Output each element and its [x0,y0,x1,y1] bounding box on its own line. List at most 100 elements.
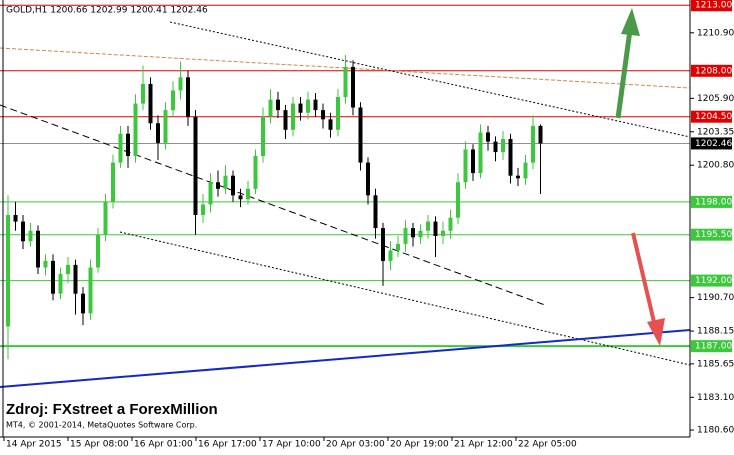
x-tick-label: 15 Apr 08:00 [70,440,129,450]
candle-body [366,162,370,196]
copyright: MT4, © 2001-2014, MetaQuotes Software Co… [6,421,197,430]
candle-body [351,66,355,108]
candle-body [373,195,378,229]
y-tick-label: 1183.10 [697,393,734,403]
candle-body [343,66,348,98]
candle-body [66,264,70,275]
candle-body [58,274,63,294]
y-tick-label: 1180.60 [697,426,734,436]
y-tick-label: 1210.90 [697,28,734,38]
source: Zdroj: FXstreet a ForexMillion [6,401,218,418]
candle-body [118,133,123,163]
candle-body [306,99,310,113]
candle-body [418,230,423,238]
candle-body [141,83,145,104]
candle-body [441,230,445,237]
candle-body [88,267,93,314]
candle-body [403,228,408,244]
candle-body [478,132,483,174]
candle-body [381,228,385,261]
candle-body [388,250,393,261]
level-label-box [691,274,732,287]
candle-body [13,215,18,222]
candle-body [103,201,108,235]
candle-body [193,116,198,216]
candle-body [411,228,415,238]
candle-body [186,77,190,117]
x-tick-label: 16 Apr 17:00 [198,440,257,450]
up-arrow-head [621,8,640,36]
candle-body [531,125,535,163]
candle-body [178,77,183,91]
candle-body [396,243,400,251]
candle-body [471,149,475,174]
level-label: 1192.00 [695,276,732,286]
blue-trend [0,329,691,388]
candle-body [126,133,130,157]
level-label-box [691,0,732,12]
level-label-box [691,340,732,353]
arrows [615,8,665,346]
candle-body [163,110,168,143]
candle-body [433,221,438,237]
candle-body [261,116,265,157]
candle-body [73,264,78,294]
x-tick-label: 17 Apr 10:00 [262,440,321,450]
lower-channel [119,231,691,366]
candle-body [493,141,498,153]
candle-body [448,217,453,231]
candle-body [358,107,363,163]
level-label: 1187.00 [695,342,732,352]
candle-body [501,138,505,153]
down-arrow-head [647,318,665,346]
y-tick-label: 1185.65 [697,359,734,369]
candle-body [216,182,220,189]
up-arrow-shaft [615,29,633,119]
level-label-box [691,64,732,77]
candle-body [28,230,33,242]
candle-body [283,110,288,130]
x-tick-label: 20 Apr 19:00 [390,440,449,450]
candles [6,55,543,360]
level-label-box [691,137,732,150]
y-tick-label: 1188.15 [697,327,734,337]
candle-body [171,90,175,111]
level-label: 1202.46 [695,139,732,149]
candle-body [201,204,205,216]
candle-body [486,132,490,142]
candle-body [321,110,325,120]
x-tick-label: 14 Apr 2015 [6,440,62,450]
x-tick-label: 20 Apr 03:00 [326,440,385,450]
x-tick-label: 22 Apr 05:00 [518,440,577,450]
candle-body [96,234,100,268]
level-label: 1213.00 [695,1,732,11]
candle-body [238,195,243,200]
candle-body [538,125,543,144]
candle-body [208,182,213,205]
candle-body [523,162,528,179]
level-label-box [691,195,732,208]
candle-body [463,149,468,183]
candle-body [336,97,340,130]
level-label: 1195.50 [695,230,732,240]
x-tick-label: 21 Apr 12:00 [454,440,513,450]
candle-body [231,175,235,196]
level-label-box [691,110,732,123]
candle-body [456,182,460,218]
header: GOLD,H1 1200.66 1202.99 1200.41 1202.46 [6,6,208,16]
candle-body [6,215,10,327]
level-label: 1208.00 [695,66,732,76]
candle-body [148,83,153,124]
candle-body [426,221,430,231]
candle-body [291,103,295,130]
candle-body [298,103,303,113]
candle-body [253,156,258,189]
upper-channel [169,21,691,138]
y-tick-label: 1200.80 [697,161,734,171]
down-arrow-shaft [631,232,656,323]
candle-body [156,123,160,143]
candle-body [111,162,115,202]
level-label: 1204.50 [695,112,732,122]
